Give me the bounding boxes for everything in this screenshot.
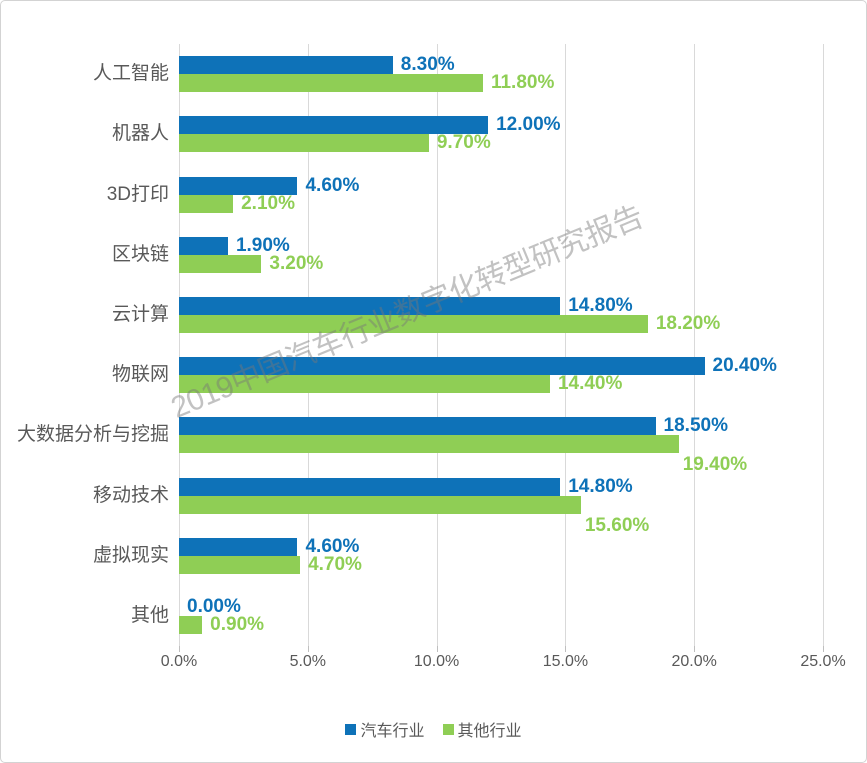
- bar-other-industry: [179, 254, 262, 273]
- category-label: 移动技术: [92, 484, 169, 506]
- bar-value-label: 18.20%: [655, 312, 721, 334]
- bar-other-industry: [179, 134, 429, 153]
- bar-auto-industry: [179, 236, 228, 255]
- plot-area: 8.30% 11.80% 12.00% 9.70% 4.60% 2.10% 1.90% 3.2…: [179, 44, 824, 646]
- category-label: 区块链: [111, 243, 169, 265]
- bar-value-label: 1.90%: [235, 234, 290, 256]
- bar-value-label: 3.20%: [269, 252, 324, 274]
- bar-value-label: 4.60%: [305, 535, 360, 557]
- category-label: 其他: [130, 604, 169, 626]
- category-label: 3D打印: [106, 183, 169, 205]
- axis-tick: [307, 646, 309, 652]
- gridline: [823, 44, 824, 646]
- gridline: [436, 44, 438, 646]
- bar-value-label: 12.00%: [496, 114, 561, 136]
- legend-item: 其他行业: [442, 717, 522, 741]
- bar-other-industry: [179, 74, 483, 93]
- axis-tick: [436, 646, 438, 652]
- bar-auto-industry: [179, 357, 705, 376]
- gridline: [307, 44, 309, 646]
- bar-value-label: 0.00%: [187, 595, 241, 617]
- category-label: 虚拟现实: [92, 544, 169, 566]
- x-tick-label: 25.0%: [800, 653, 846, 670]
- category-label: 云计算: [111, 303, 169, 325]
- bar-auto-industry: [179, 116, 489, 135]
- bar-value-label: 15.60%: [584, 514, 650, 536]
- bar-value-label: 4.70%: [308, 553, 362, 575]
- bar-auto-industry: [179, 56, 393, 75]
- axis-tick: [694, 646, 696, 652]
- bar-other-industry: [179, 314, 648, 333]
- bar-other-industry: [179, 615, 203, 634]
- bar-other-industry: [179, 435, 679, 454]
- legend-label: 其他行业: [457, 723, 522, 740]
- x-tick-label: 5.0%: [289, 653, 327, 670]
- category-label: 大数据分析与挖掘: [16, 424, 169, 446]
- legend-swatch: [345, 723, 357, 735]
- legend-swatch: [442, 723, 454, 735]
- bar-other-industry: [179, 495, 581, 514]
- bar-value-label: 2.10%: [241, 192, 295, 214]
- axis-tick: [179, 646, 180, 652]
- bar-value-label: 4.60%: [305, 174, 360, 196]
- x-tick-label: 20.0%: [671, 653, 717, 670]
- gridline: [565, 44, 567, 646]
- axis-tick: [565, 646, 567, 652]
- bar-auto-industry: [179, 176, 298, 195]
- bar-auto-industry: [179, 537, 298, 556]
- x-tick-label: 0.0%: [160, 653, 198, 670]
- legend-label: 汽车行业: [360, 723, 425, 740]
- gridline: [179, 44, 180, 646]
- legend-item: 汽车行业: [345, 717, 425, 741]
- bar-other-industry: [179, 194, 234, 213]
- gridline: [694, 44, 696, 646]
- bar-other-industry: [179, 555, 301, 574]
- category-label: 人工智能: [92, 63, 169, 85]
- bar-auto-industry: [179, 477, 561, 496]
- bar-value-label: 14.80%: [568, 475, 633, 497]
- bar-other-industry: [179, 375, 550, 394]
- bar-value-label: 9.70%: [436, 132, 491, 154]
- legend: 汽车行业 其他行业: [1, 717, 866, 741]
- category-label: 物联网: [111, 364, 169, 386]
- bar-value-label: 19.40%: [682, 454, 748, 476]
- bar-auto-industry: [179, 417, 656, 436]
- bar-value-label: 8.30%: [400, 54, 455, 76]
- axis-tick: [823, 646, 824, 652]
- bar-value-label: 11.80%: [490, 72, 555, 94]
- category-label: 机器人: [111, 123, 169, 145]
- x-tick-label: 15.0%: [542, 653, 589, 670]
- bar-value-label: 14.40%: [557, 373, 623, 395]
- bar-value-label: 14.80%: [568, 294, 633, 316]
- bar-value-label: 18.50%: [663, 415, 728, 437]
- bar-value-label: 20.40%: [712, 355, 777, 377]
- x-tick-label: 10.0%: [413, 653, 460, 670]
- bar-value-label: 0.90%: [210, 613, 265, 635]
- bar-auto-industry: [179, 296, 561, 315]
